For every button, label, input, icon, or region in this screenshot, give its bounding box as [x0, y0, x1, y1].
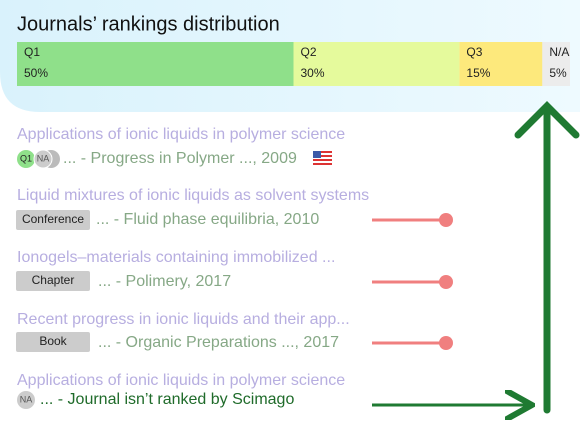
flag	[313, 151, 332, 165]
badge	[16, 210, 90, 230]
pointer-dot	[439, 275, 453, 289]
bar-segment	[542, 42, 570, 86]
pointer-dot	[439, 213, 453, 227]
item-source: ... - Fluid phase equilibria, 2010	[96, 211, 319, 228]
badge	[33, 149, 53, 169]
badge-label: NA	[37, 153, 50, 163]
segment-label: Q2	[301, 45, 317, 59]
badge	[16, 271, 90, 291]
badge	[17, 391, 35, 409]
item-title: Liquid mixtures of ionic liquids as solv…	[17, 187, 369, 204]
badge	[17, 150, 35, 168]
badge-label: Book	[39, 334, 67, 348]
item-source: ... - Polimery, 2017	[98, 273, 231, 290]
bar-segment	[293, 42, 460, 86]
panel-title: Journals’ rankings distribution	[17, 13, 280, 35]
badge-label: Chapter	[32, 273, 75, 287]
badge-label: Q1	[20, 153, 32, 163]
item-title: Applications of ionic liquids in polymer…	[17, 372, 345, 389]
item-source: ... - Organic Preparations ..., 2017	[98, 334, 339, 351]
item-title: Ionogels–materials containing immobilize…	[17, 249, 335, 266]
segment-value: 30%	[301, 66, 325, 80]
segment-value: 15%	[466, 66, 490, 80]
segment-value: 5%	[549, 66, 567, 80]
item-title: Applications of ionic liquids in polymer…	[17, 126, 345, 143]
big-arrow	[514, 101, 580, 414]
item-title: Recent progress in ionic liquids and the…	[17, 311, 350, 328]
bar-segment	[459, 42, 543, 86]
segment-label: N/A	[549, 45, 569, 59]
bar-segment	[17, 42, 294, 86]
distribution-bar: Q1 50% Q2 30% Q3 15% N/A 5%	[17, 42, 570, 86]
badge	[16, 332, 90, 352]
badge-label: NA	[20, 394, 33, 404]
segment-label: Q3	[466, 45, 482, 59]
badge-label: Conference	[22, 212, 84, 226]
segment-label: Q1	[24, 45, 40, 59]
pointer-dot	[439, 336, 453, 350]
item-source: ... - Progress in Polymer ..., 2009	[63, 150, 297, 167]
segment-value: 50%	[24, 66, 48, 80]
item-source: ... - Journal isn’t ranked by Scimago	[40, 391, 294, 408]
